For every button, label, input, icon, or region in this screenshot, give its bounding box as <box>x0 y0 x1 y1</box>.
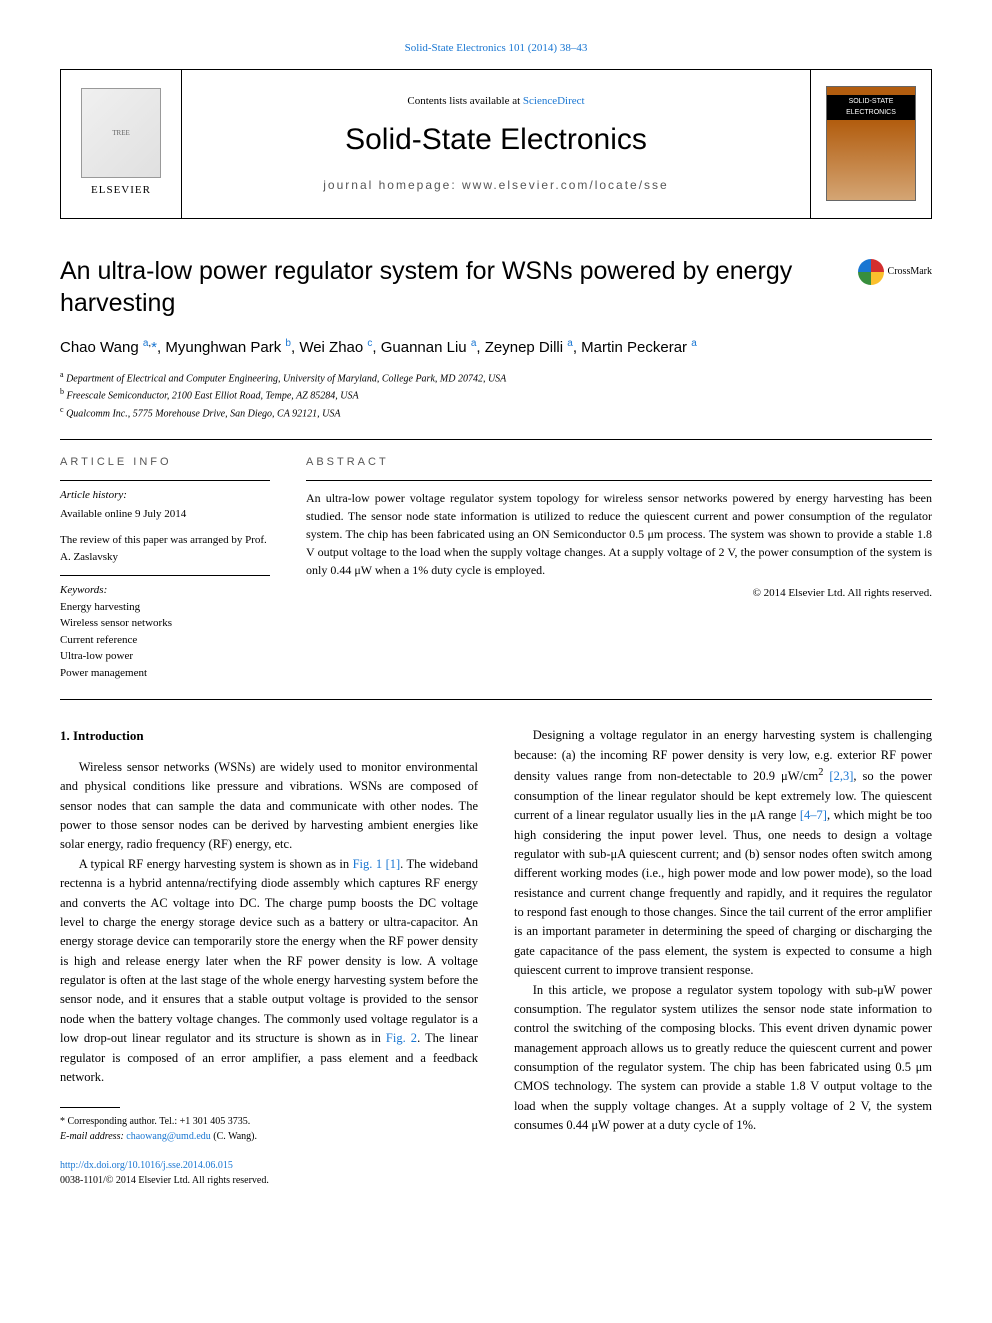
banner-center: Contents lists available at ScienceDirec… <box>181 70 811 218</box>
bottom-meta: http://dx.doi.org/10.1016/j.sse.2014.06.… <box>60 1158 478 1188</box>
body-paragraph: A typical RF energy harvesting system is… <box>60 855 478 1088</box>
keywords-label: Keywords: <box>60 575 270 599</box>
divider <box>60 699 932 700</box>
keyword: Energy harvesting <box>60 599 270 616</box>
publisher-name: ELSEVIER <box>91 182 151 199</box>
journal-banner: TREE ELSEVIER Contents lists available a… <box>60 69 932 219</box>
abstract-column: ABSTRACT An ultra-low power voltage regu… <box>306 454 932 682</box>
keyword: Ultra-low power <box>60 648 270 665</box>
email-footnote: E-mail address: chaowang@umd.edu (C. Wan… <box>60 1129 478 1144</box>
crossmark-label: CrossMark <box>888 264 932 279</box>
body-paragraph: Designing a voltage regulator in an ener… <box>514 726 932 980</box>
divider <box>60 439 932 440</box>
journal-homepage: journal homepage: www.elsevier.com/locat… <box>323 176 668 194</box>
keyword: Power management <box>60 665 270 682</box>
body-col-right: Designing a voltage regulator in an ener… <box>514 726 932 1188</box>
affiliations: a Department of Electrical and Computer … <box>60 369 932 421</box>
section-1-heading: 1. Introduction <box>60 726 478 746</box>
keyword: Current reference <box>60 632 270 649</box>
crossmark-icon <box>858 259 884 285</box>
topline: Solid-State Electronics 101 (2014) 38–43 <box>60 40 932 57</box>
affiliation-row: c Qualcomm Inc., 5775 Morehouse Drive, S… <box>60 404 932 421</box>
doi-link[interactable]: http://dx.doi.org/10.1016/j.sse.2014.06.… <box>60 1160 233 1171</box>
corresponding-footnote: * Corresponding author. Tel.: +1 301 405… <box>60 1114 478 1129</box>
body-paragraph: In this article, we propose a regulator … <box>514 981 932 1136</box>
keyword: Wireless sensor networks <box>60 615 270 632</box>
issn-line: 0038-1101/© 2014 Elsevier Ltd. All right… <box>60 1175 269 1186</box>
publisher-block: TREE ELSEVIER <box>61 70 181 218</box>
sciencedirect-link[interactable]: ScienceDirect <box>523 95 585 107</box>
authors-line: Chao Wang a,*, Myunghwan Park b, Wei Zha… <box>60 336 932 360</box>
affiliation-row: b Freescale Semiconductor, 2100 East Ell… <box>60 386 932 403</box>
topline-link[interactable]: Solid-State Electronics 101 (2014) 38–43 <box>405 42 588 54</box>
email-link[interactable]: chaowang@umd.edu <box>126 1131 210 1142</box>
journal-cover-icon: SOLID-STATE ELECTRONICS <box>826 86 916 201</box>
review-text: The review of this paper was arranged by… <box>60 532 270 565</box>
journal-title: Solid-State Electronics <box>345 117 647 162</box>
banner-right: SOLID-STATE ELECTRONICS <box>811 70 931 218</box>
journal-cover-label: SOLID-STATE ELECTRONICS <box>827 95 915 120</box>
abstract-text: An ultra-low power voltage regulator sys… <box>306 489 932 579</box>
crossmark-badge[interactable]: CrossMark <box>858 259 932 285</box>
body-col-left: 1. Introduction Wireless sensor networks… <box>60 726 478 1188</box>
article-info-heading: ARTICLE INFO <box>60 454 270 471</box>
affiliation-row: a Department of Electrical and Computer … <box>60 369 932 386</box>
history-label: Article history: <box>60 480 270 504</box>
abstract-heading: ABSTRACT <box>306 454 932 471</box>
abstract-copyright: © 2014 Elsevier Ltd. All rights reserved… <box>306 585 932 602</box>
history-text: Available online 9 July 2014 <box>60 506 270 523</box>
body-paragraph: Wireless sensor networks (WSNs) are wide… <box>60 758 478 855</box>
elsevier-tree-icon: TREE <box>81 88 161 178</box>
article-info-column: ARTICLE INFO Article history: Available … <box>60 454 270 682</box>
contents-line: Contents lists available at ScienceDirec… <box>407 93 584 110</box>
article-title: An ultra-low power regulator system for … <box>60 255 838 320</box>
footnote-separator <box>60 1107 120 1108</box>
